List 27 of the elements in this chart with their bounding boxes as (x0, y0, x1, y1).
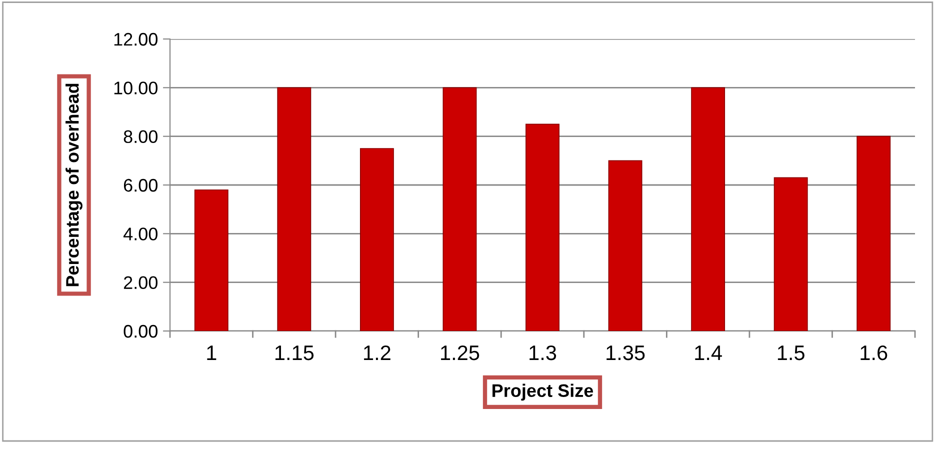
y-tick-label: 2.00 (124, 276, 158, 290)
x-axis-title: Project Size (492, 384, 594, 401)
x-tick-label: 1.2 (364, 345, 390, 360)
x-tick-label: 1.3 (530, 345, 556, 360)
x-tick-label: 1.25 (441, 345, 480, 360)
y-tick-label: 12.00 (114, 32, 158, 46)
bar (526, 124, 560, 331)
bar (774, 177, 808, 331)
bar (691, 87, 726, 331)
x-tick-label: 1 (207, 346, 216, 360)
y-axis-title: Percentage of overhead (66, 84, 82, 286)
bar (360, 148, 394, 331)
bar (856, 136, 891, 331)
x-tick-label: 1.15 (275, 346, 314, 360)
x-tick-label: 1.6 (860, 345, 888, 360)
y-tick-label: 4.00 (123, 228, 158, 240)
x-tick-label: 1.4 (695, 346, 722, 360)
x-tick-label: 1.5 (778, 346, 804, 360)
y-tick-label: 8.00 (124, 130, 158, 144)
bar (277, 87, 312, 331)
x-tick-label: 1.35 (606, 345, 645, 360)
y-tick-label: 0.00 (124, 324, 158, 338)
bar (442, 87, 477, 331)
bar (194, 189, 228, 331)
y-tick-label: 6.00 (124, 178, 158, 192)
y-tick-label: 10.00 (114, 82, 158, 94)
bar (608, 160, 642, 331)
